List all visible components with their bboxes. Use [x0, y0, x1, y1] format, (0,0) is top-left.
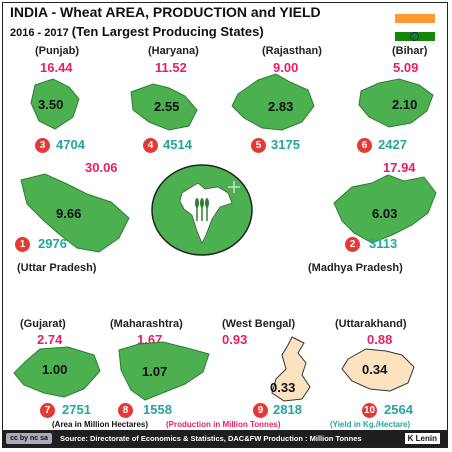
yield-bihar: 2427	[378, 137, 407, 152]
yield-madhya-pradesh: 3113	[369, 236, 398, 251]
state-name-uttar-pradesh: (Uttar Pradesh)	[17, 262, 97, 274]
india-flag-icon	[395, 14, 435, 41]
area-haryana: 2.55	[154, 99, 180, 114]
yield-uttarakhand: 2564	[384, 402, 413, 417]
production-rajasthan: 9.00	[273, 60, 299, 75]
uttar-pradesh-map-icon	[20, 173, 130, 253]
rank-badge-haryana: 4	[143, 138, 158, 153]
production-haryana: 11.52	[155, 60, 187, 75]
legend-yield: (Yield in Kg./Hectare)	[330, 420, 411, 429]
yield-gujarat: 2751	[62, 402, 91, 417]
state-name-maharashtra: (Maharashtra)	[110, 318, 183, 330]
area-uttarakhand: 0.34	[362, 362, 388, 377]
punjab-map-icon	[30, 78, 80, 130]
page-title: INDIA - Wheat AREA, PRODUCTION and YIELD	[10, 4, 321, 20]
west-bengal-map-icon	[271, 336, 311, 402]
page-frame	[2, 2, 448, 448]
yield-punjab: 4704	[56, 137, 85, 152]
rank-badge-bihar: 6	[357, 138, 372, 153]
author-credit: K Lenin	[404, 433, 440, 444]
bihar-map-icon	[358, 78, 434, 128]
production-uttarakhand: 0.88	[367, 332, 393, 347]
production-bihar: 5.09	[393, 60, 419, 75]
area-maharashtra: 1.07	[142, 364, 168, 379]
yield-rajasthan: 3175	[271, 137, 300, 152]
state-name-haryana: (Haryana)	[148, 45, 199, 57]
state-name-punjab: (Punjab)	[35, 45, 79, 57]
rank-badge-west-bengal: 9	[253, 403, 268, 418]
production-west-bengal: 0.93	[222, 332, 248, 347]
subtitle-text: (Ten Largest Producing States)	[71, 24, 264, 39]
legend-area: (Area in Million Hectares)	[52, 420, 149, 429]
area-west-bengal: 0.33	[270, 380, 296, 395]
madhya-pradesh-map-icon	[333, 174, 437, 244]
maharashtra-map-icon	[118, 341, 210, 401]
state-name-west-bengal: (West Bengal)	[222, 318, 296, 330]
source-note: Source: Directorate of Economics & Stati…	[60, 434, 362, 443]
rank-badge-punjab: 3	[35, 138, 50, 153]
rank-badge-uttarakhand: 10	[362, 403, 377, 418]
production-madhya-pradesh: 17.94	[383, 160, 416, 175]
license-badge: cc by nc sa	[6, 433, 52, 444]
area-madhya-pradesh: 6.03	[372, 206, 398, 221]
rank-badge-rajasthan: 5	[251, 138, 266, 153]
yield-maharashtra: 1558	[143, 402, 172, 417]
production-punjab: 16.44	[40, 60, 73, 75]
rank-badge-uttar-pradesh: 1	[15, 237, 30, 252]
uttarakhand-map-icon	[341, 348, 415, 392]
yield-haryana: 4514	[163, 137, 192, 152]
state-name-bihar: (Bihar)	[392, 45, 428, 57]
rank-badge-gujarat: 7	[40, 403, 55, 418]
yield-west-bengal: 2818	[273, 402, 302, 417]
yield-uttar-pradesh: 2976	[38, 236, 67, 251]
footer-bar: cc by nc sa Source: Directorate of Econo…	[2, 430, 448, 447]
gujarat-map-icon	[13, 346, 101, 398]
area-uttar-pradesh: 9.66	[56, 206, 82, 221]
page-subtitle: 2016 - 2017 (Ten Largest Producing State…	[10, 24, 264, 39]
rank-badge-maharashtra: 8	[118, 403, 133, 418]
year-range: 2016 - 2017	[10, 27, 69, 39]
area-punjab: 3.50	[38, 97, 64, 112]
rajasthan-map-icon	[231, 73, 315, 131]
india-emblem-icon	[151, 164, 253, 256]
area-gujarat: 1.00	[42, 362, 68, 377]
state-name-uttarakhand: (Uttarakhand)	[335, 318, 407, 330]
state-name-madhya-pradesh: (Madhya Pradesh)	[308, 262, 403, 274]
production-uttar-pradesh: 30.06	[85, 160, 118, 175]
area-bihar: 2.10	[392, 97, 418, 112]
state-name-gujarat: (Gujarat)	[20, 318, 66, 330]
legend-production: (Production in Million Tonnes)	[166, 420, 281, 429]
rank-badge-madhya-pradesh: 2	[345, 237, 360, 252]
area-rajasthan: 2.83	[268, 99, 294, 114]
haryana-map-icon	[130, 83, 198, 131]
production-gujarat: 2.74	[37, 332, 63, 347]
state-name-rajasthan: (Rajasthan)	[262, 45, 322, 57]
